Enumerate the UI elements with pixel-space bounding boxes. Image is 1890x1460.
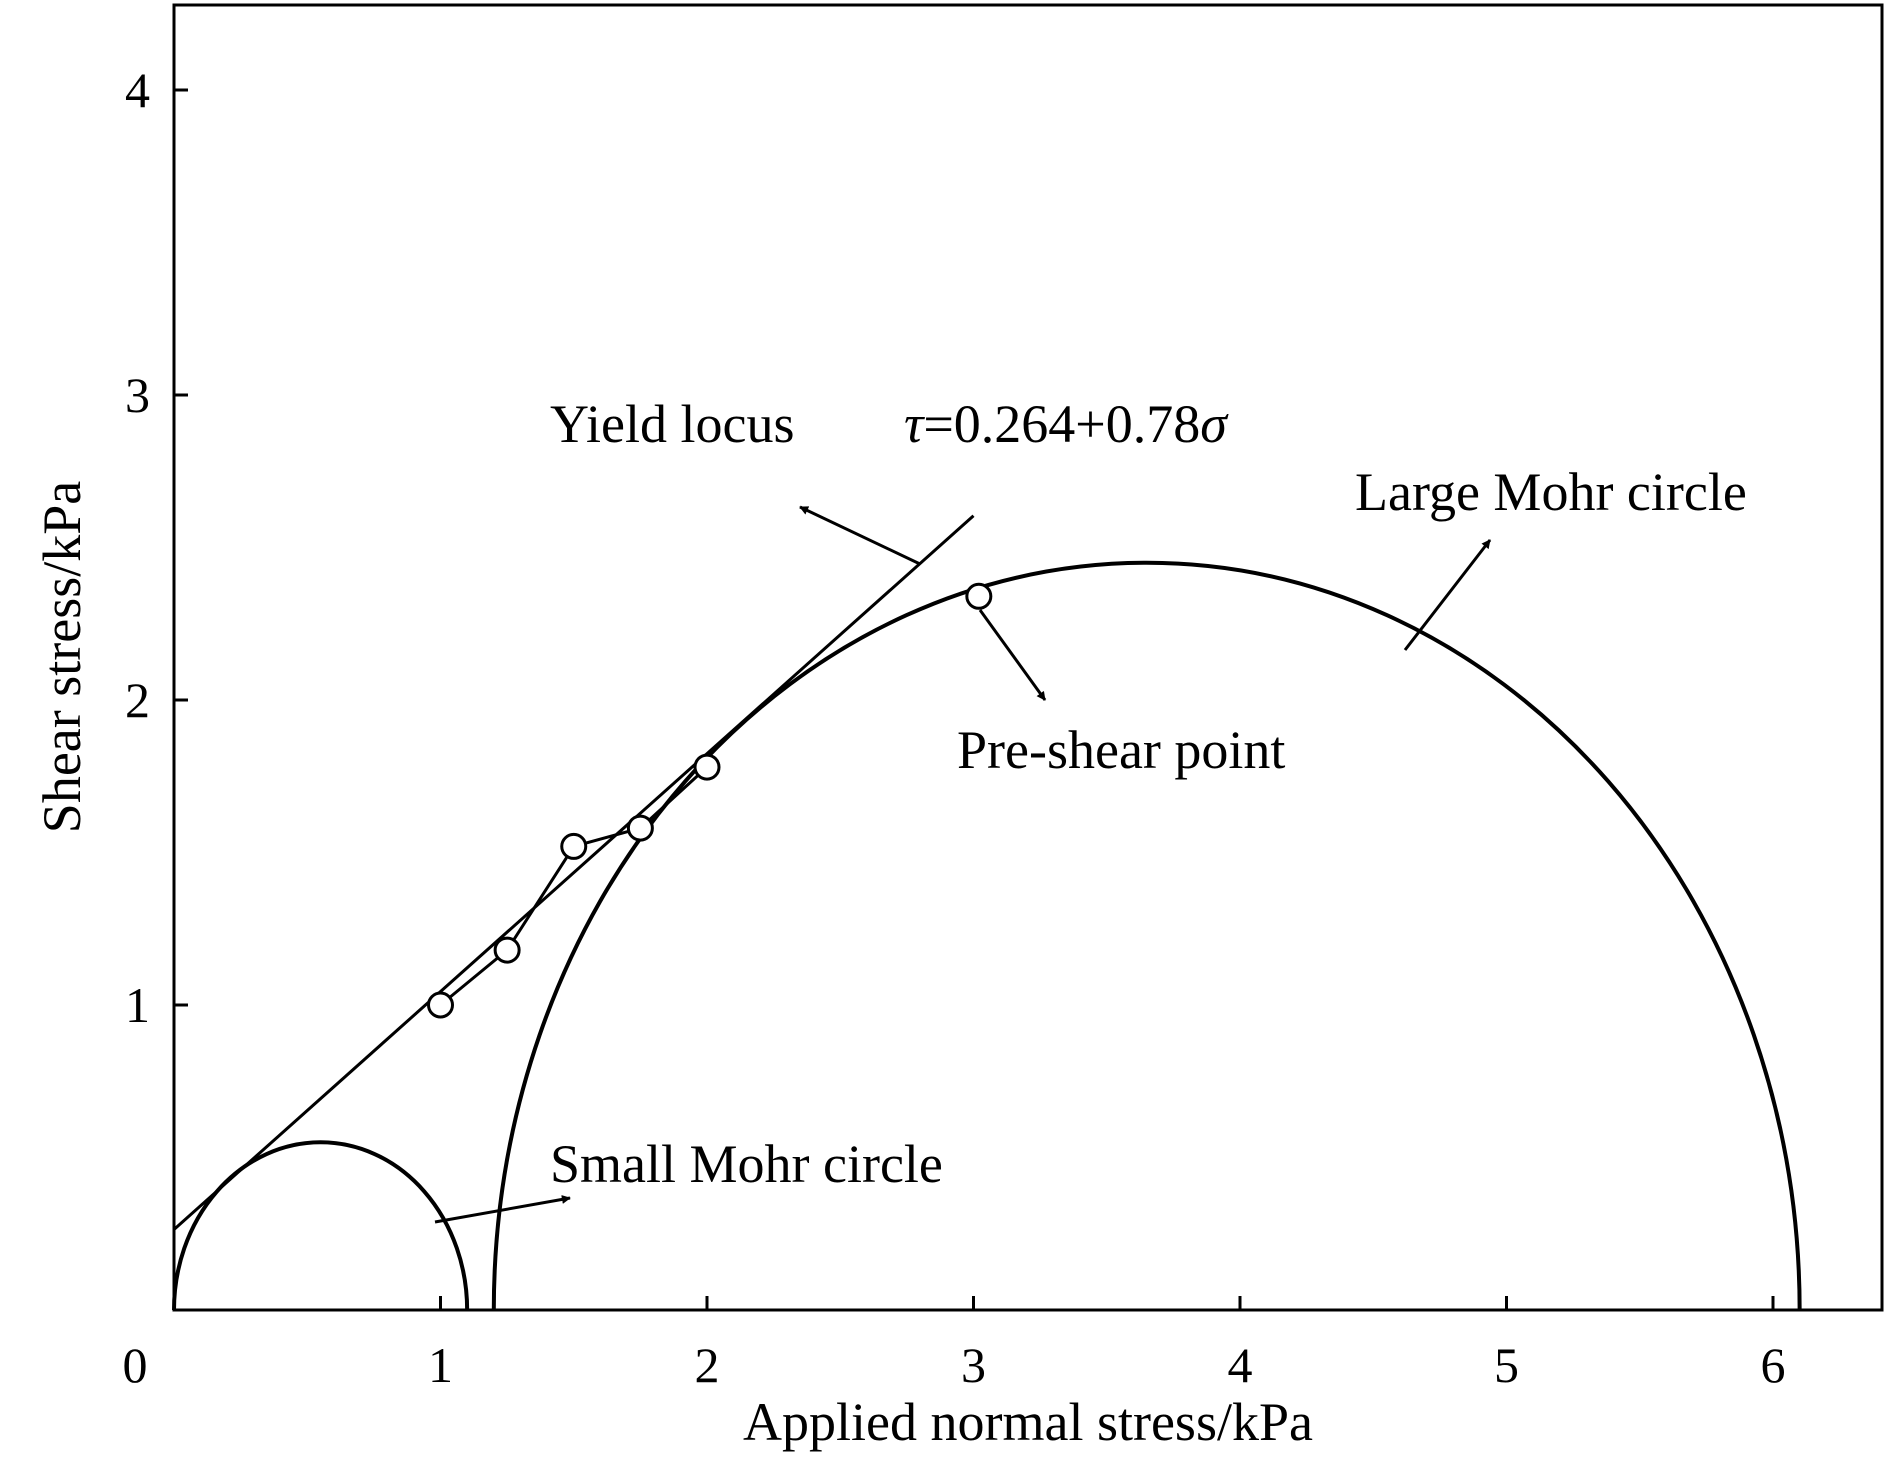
y-tick-label: 4	[125, 62, 150, 118]
small-mohr-circle	[172, 1140, 470, 1311]
x-tick-label: 4	[1228, 1337, 1253, 1393]
x-tick-label: 5	[1494, 1337, 1519, 1393]
axis-ticks	[174, 88, 1775, 1310]
yield-locus-line	[173, 514, 975, 1231]
axis-tick-labels: 0 1 2 3 4 5 6 1 2 3 4	[123, 62, 1786, 1393]
yield-locus-label: Yield locus	[550, 394, 794, 454]
x-tick-label: 2	[695, 1337, 720, 1393]
x-tick-label: 3	[961, 1337, 986, 1393]
data-point	[560, 832, 588, 860]
pre-shear-point-label: Pre-shear point	[957, 720, 1285, 780]
plot-curves	[172, 514, 1802, 1311]
y-tick-label: 2	[125, 672, 150, 728]
small-mohr-circle-arrow	[434, 1194, 571, 1224]
yield-locus-equation: τ=0.264+0.78σ	[904, 394, 1229, 454]
y-tick-label: 1	[125, 977, 150, 1033]
pre-shear-point-marker	[965, 582, 993, 610]
data-connector-line	[439, 765, 709, 1007]
annotations: Yield locus τ=0.264+0.78σ Large Mohr cir…	[434, 394, 1747, 1224]
data-point	[693, 753, 721, 781]
x-axis-title: Applied normal stress/kPa	[743, 1392, 1313, 1452]
x-tick-label: 0	[123, 1337, 148, 1393]
pre-shear-point-arrow	[978, 609, 1047, 701]
data-point	[427, 991, 454, 1019]
large-mohr-circle-label: Large Mohr circle	[1355, 462, 1747, 522]
data-point	[626, 814, 654, 842]
equation-body: =0.264+0.78	[923, 394, 1200, 454]
large-mohr-circle-arrow	[1403, 539, 1492, 651]
equation-tau: τ	[904, 394, 925, 454]
x-tick-label: 6	[1761, 1337, 1786, 1393]
small-mohr-circle-label: Small Mohr circle	[550, 1134, 943, 1194]
data-point	[493, 936, 521, 964]
yield-locus-arrow	[799, 505, 921, 566]
y-tick-label: 3	[125, 367, 150, 423]
data-points	[427, 582, 993, 1019]
large-mohr-circle	[491, 560, 1802, 1311]
plot-frame	[172, 3, 1884, 1312]
x-tick-label: 1	[428, 1337, 453, 1393]
equation-sigma: σ	[1200, 394, 1229, 454]
y-axis-title: Shear stress/kPa	[32, 481, 92, 833]
